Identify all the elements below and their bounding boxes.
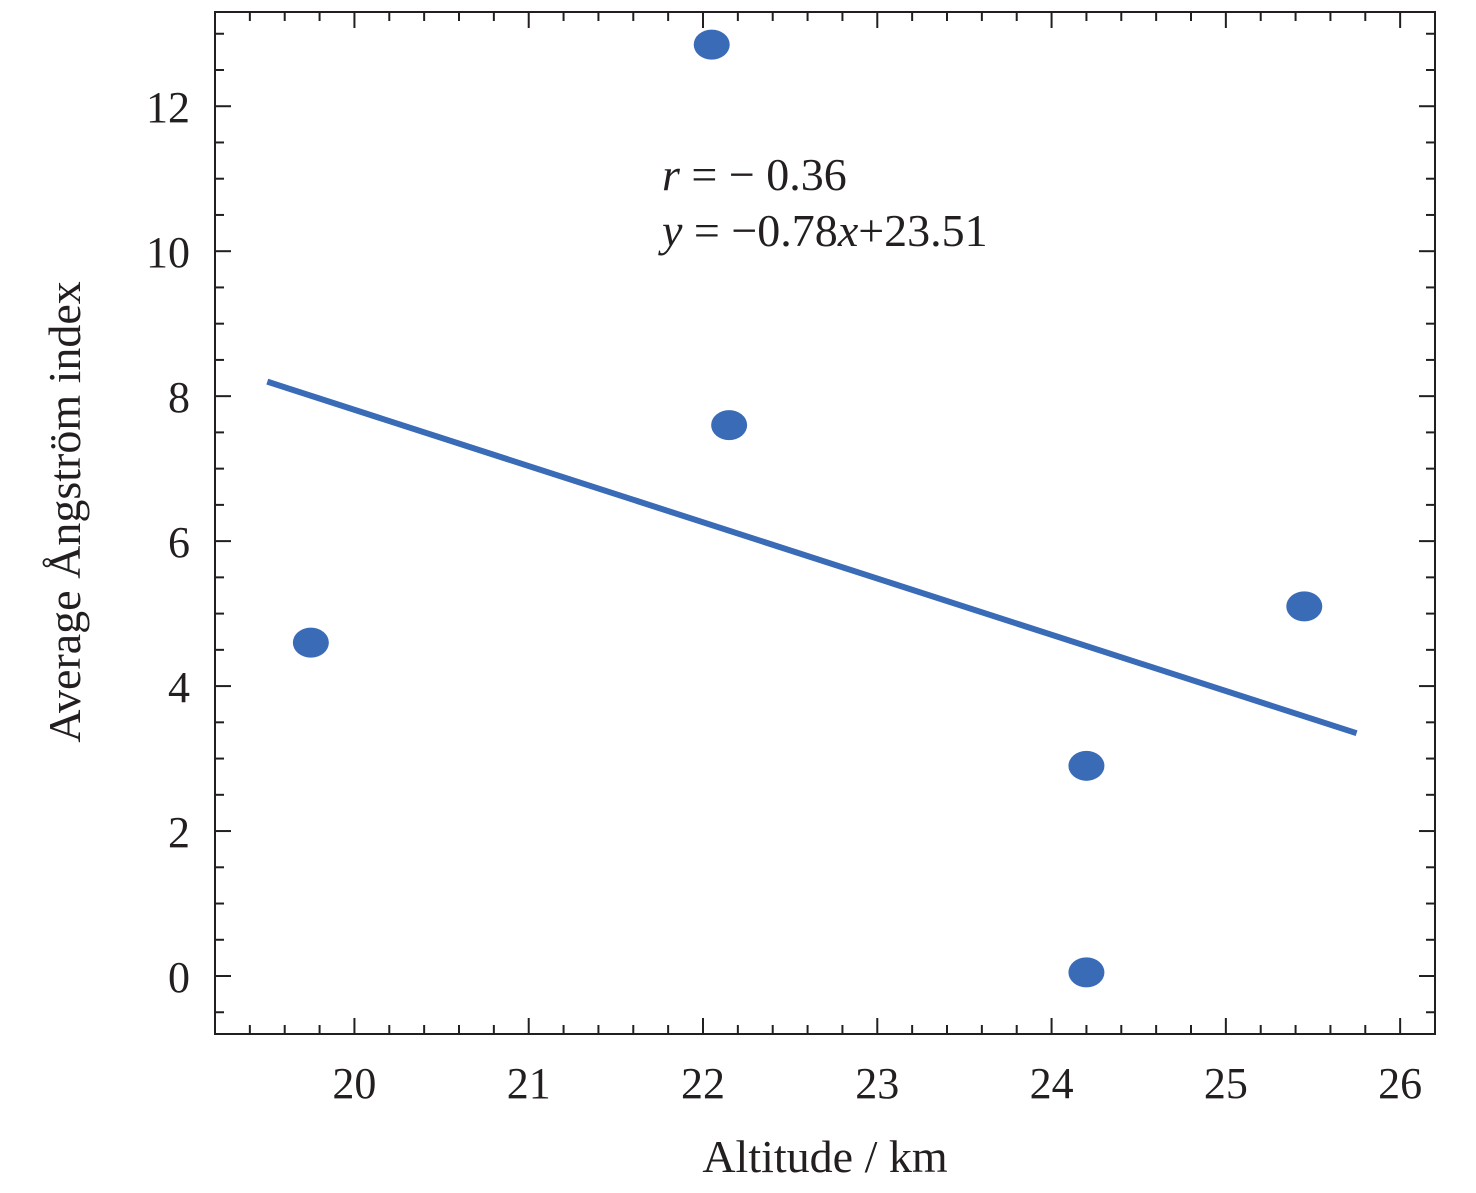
data-point: [1068, 957, 1105, 988]
y-tick-label: 10: [146, 228, 190, 277]
y-tick-label: 8: [168, 373, 190, 422]
x-tick-label: 26: [1378, 1059, 1422, 1108]
eq-x-symbol: x: [837, 205, 859, 256]
data-point: [711, 410, 748, 441]
data-points: [292, 29, 1323, 988]
x-tick-labels: 20 21 22 23 24 25 26: [332, 1059, 1422, 1108]
major-ticks: [215, 12, 1435, 1034]
eq-intercept: +23.51: [858, 205, 987, 256]
x-tick-label: 23: [855, 1059, 899, 1108]
fit-line: [266, 378, 1358, 737]
y-tick-label: 4: [168, 663, 190, 712]
y-tick-label: 6: [168, 518, 190, 567]
x-tick-label: 20: [332, 1059, 376, 1108]
r-symbol: r: [662, 149, 681, 200]
y-tick-label: 2: [168, 808, 190, 857]
correlation-annotation: r = − 0.36: [662, 149, 847, 200]
regression-equation: y = −0.78x+23.51: [658, 205, 988, 256]
x-tick-label: 22: [681, 1059, 725, 1108]
r-value: = − 0.36: [680, 149, 847, 200]
y-tick-label: 12: [146, 83, 190, 132]
x-tick-label: 24: [1030, 1059, 1074, 1108]
x-tick-label: 21: [507, 1059, 551, 1108]
x-axis-title: Altitude / km: [702, 1131, 948, 1182]
y-tick-labels: 0 2 4 6 8 10 12: [146, 83, 190, 1002]
eq-y-symbol: y: [658, 205, 683, 256]
y-tick-label: 0: [168, 953, 190, 1002]
y-axis-title: Average Ångström index: [39, 281, 90, 743]
data-point: [1286, 591, 1323, 622]
data-point: [693, 29, 730, 60]
data-point: [1068, 750, 1105, 781]
data-point: [292, 627, 329, 658]
x-tick-label: 25: [1204, 1059, 1248, 1108]
plot-frame: [214, 11, 1436, 1035]
minor-ticks: [214, 12, 1436, 1034]
eq-slope: = −0.78: [682, 205, 837, 256]
